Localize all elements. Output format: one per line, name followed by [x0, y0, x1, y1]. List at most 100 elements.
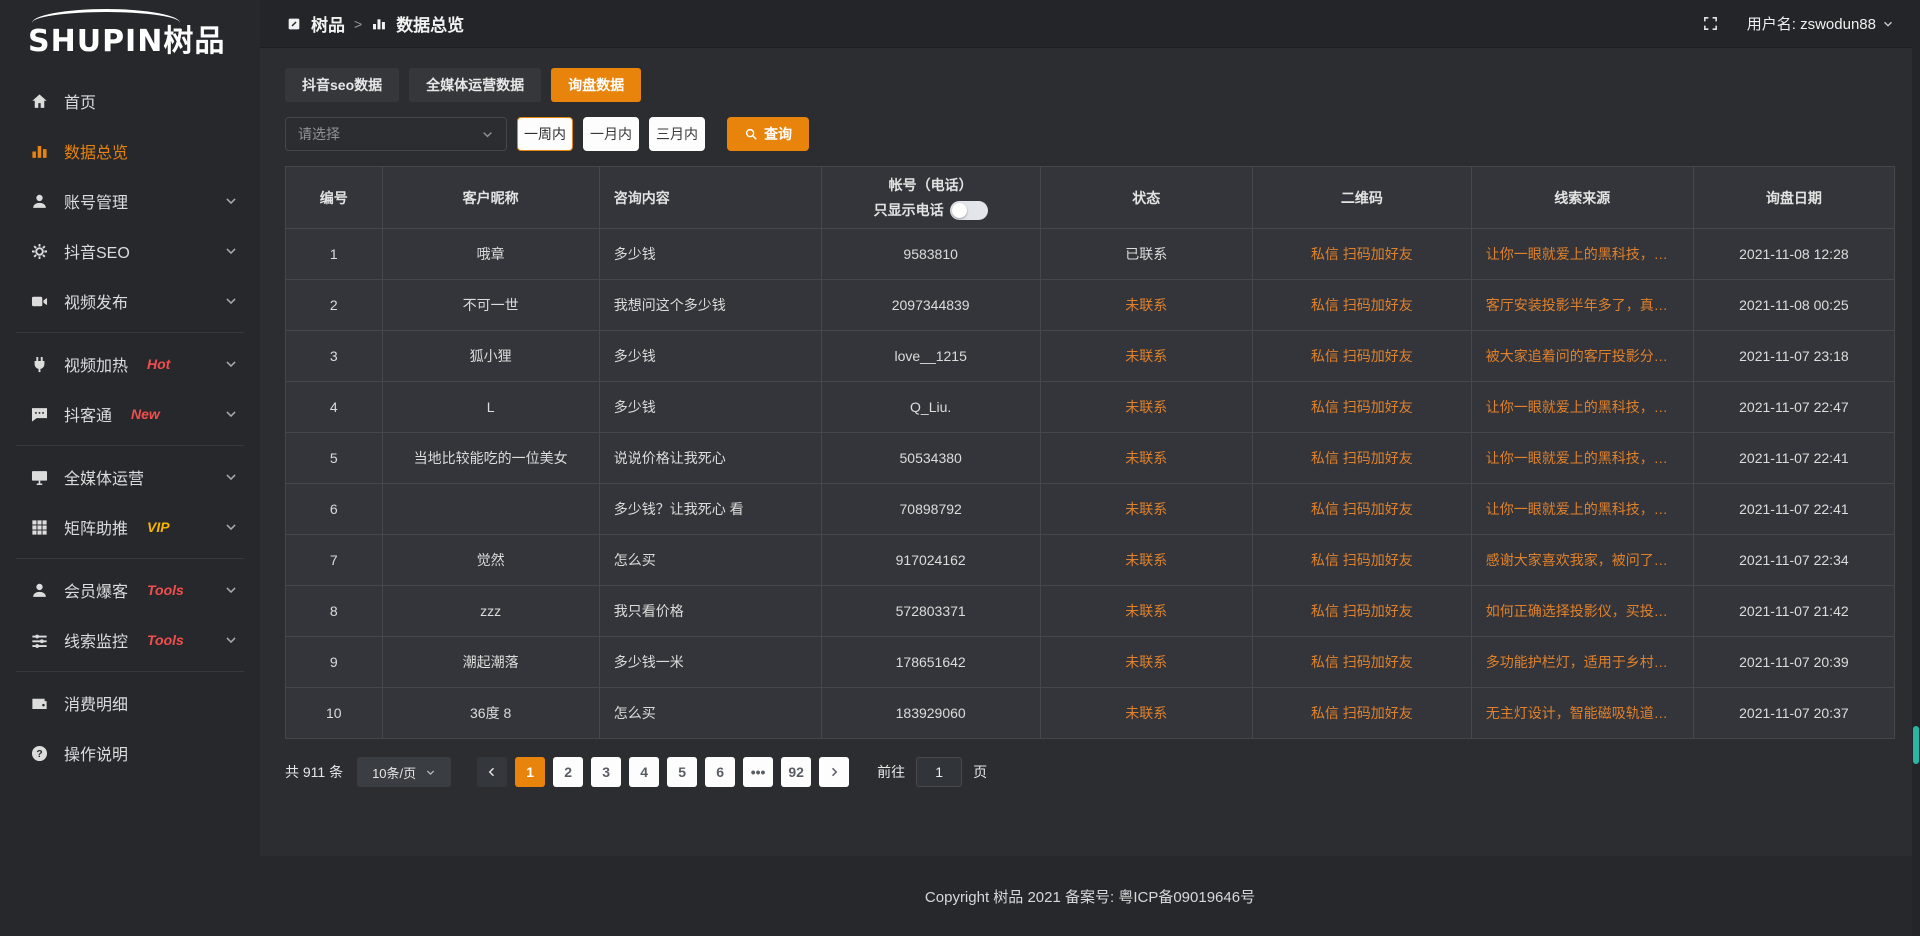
pager-ellipsis[interactable]: •••: [743, 757, 774, 787]
cell-id: 7: [285, 534, 383, 586]
table-row: 8 zzz 我只看价格 572803371 未联系 私信 扫码加好友 如何正确选择投影仪，买…: [285, 585, 1896, 637]
phone-only-toggle[interactable]: [949, 200, 988, 220]
cell-source-link[interactable]: 如何正确选择投影仪，买投影...: [1470, 585, 1694, 637]
goto-page-input[interactable]: [916, 757, 963, 787]
cell-source-link[interactable]: 无主灯设计，智能磁吸轨道灯...: [1470, 687, 1694, 739]
cell-source-link[interactable]: 感谢大家喜欢我家，被问了好...: [1470, 534, 1694, 586]
chevron-down-icon: [224, 583, 238, 597]
cell-status: 未联系: [1039, 432, 1253, 484]
sidebar-item-label: 操作说明: [64, 747, 129, 764]
cell-status: 未联系: [1039, 585, 1253, 637]
breadcrumb-home[interactable]: 树品: [311, 16, 345, 35]
cell-nickname: zzz: [381, 585, 600, 637]
cell-status: 未联系: [1039, 687, 1253, 739]
page-button-5[interactable]: 5: [667, 757, 698, 787]
cell-content: 我想问这个多少钱: [598, 279, 822, 331]
footer: Copyright 树品 2021 备案号: 粤ICP备09019646号: [260, 856, 1920, 936]
table-row: 10 36度 8 怎么买 183929060 未联系 私信 扫码加好友 无主灯设计，智能磁吸…: [285, 687, 1896, 739]
sidebar-item-label: 全媒体运营: [64, 471, 145, 488]
sidebar-item-help[interactable]: ? 操作说明: [0, 728, 260, 778]
sidebar-item-label: 视频加热: [64, 358, 129, 375]
table-row: 6 多少钱？让我死心 看 70898792 未联系 私信 扫码加好友 让你一眼就爱上的黑科…: [285, 483, 1896, 535]
cell-source-link[interactable]: 多功能护栏灯，适用于乡村文...: [1470, 636, 1694, 688]
range-button-一月内[interactable]: 一月内: [583, 117, 639, 151]
tab-抖音seo数据[interactable]: 抖音seo数据: [285, 68, 400, 102]
query-button[interactable]: 查询: [727, 117, 809, 151]
topbar: 树品 > 数据总览 用户名: zswodun88: [260, 0, 1920, 48]
goto-page: 前往 页: [877, 757, 987, 787]
range-button-三月内[interactable]: 三月内: [649, 117, 705, 151]
sidebar-item-badge: Hot: [147, 356, 171, 372]
page-size-select[interactable]: 10条/页: [357, 757, 452, 787]
cell-qrcode-link[interactable]: 私信 扫码加好友: [1251, 534, 1472, 586]
sidebar-item-douyin-seo[interactable]: 抖音SEO: [0, 226, 260, 276]
page-button-92[interactable]: 92: [781, 757, 812, 787]
scrollbar-track[interactable]: [1912, 0, 1920, 936]
page-button-3[interactable]: 3: [591, 757, 622, 787]
sidebar-item-omni-media[interactable]: 全媒体运营: [0, 452, 260, 502]
user-menu[interactable]: 用户名: zswodun88: [1747, 13, 1894, 34]
cell-date: 2021-11-07 22:34: [1692, 534, 1896, 586]
range-buttons: 一周内 一月内 三月内: [507, 117, 705, 151]
column-header: 客户昵称: [381, 166, 600, 229]
filter-select[interactable]: 请选择: [285, 117, 507, 151]
chevron-down-icon: [1882, 18, 1894, 30]
sidebar-item-data-overview[interactable]: 数据总览: [0, 126, 260, 176]
sidebar-item-video-publish[interactable]: 视频发布: [0, 276, 260, 326]
cell-source-link[interactable]: 让你一眼就爱上的黑科技，能...: [1470, 228, 1694, 280]
cell-source-link[interactable]: 让你一眼就爱上的黑科技，能...: [1470, 432, 1694, 484]
chevron-down-icon: [224, 294, 238, 308]
page-button-6[interactable]: 6: [705, 757, 736, 787]
cell-status: 未联系: [1039, 381, 1253, 433]
sidebar-item-label: 账号管理: [64, 195, 129, 212]
chevron-down-icon: [224, 470, 238, 484]
sidebar-item-expense-detail[interactable]: 消费明细: [0, 678, 260, 728]
scrollbar-thumb[interactable]: [1913, 726, 1919, 764]
next-page-button[interactable]: [819, 757, 850, 787]
sidebar-item-clue-monitor[interactable]: 线索监控 Tools: [0, 615, 260, 665]
app-square-icon: [286, 16, 302, 32]
cell-source-link[interactable]: 让你一眼就爱上的黑科技，能...: [1470, 483, 1694, 535]
cell-qrcode-link[interactable]: 私信 扫码加好友: [1251, 279, 1472, 331]
cell-qrcode-link[interactable]: 私信 扫码加好友: [1251, 228, 1472, 280]
prev-page-button[interactable]: [477, 757, 508, 787]
cell-source-link[interactable]: 被大家追着问的客厅投影分享...: [1470, 330, 1694, 382]
cell-qrcode-link[interactable]: 私信 扫码加好友: [1251, 585, 1472, 637]
sidebar-item-douketong[interactable]: 抖客通 New: [0, 389, 260, 439]
sidebar-item-member-baoke[interactable]: 会员爆客 Tools: [0, 565, 260, 615]
sidebar-item-account-manage[interactable]: 账号管理: [0, 176, 260, 226]
sidebar-item-label: 矩阵助推: [64, 521, 129, 538]
cell-source-link[interactable]: 客厅安装投影半年多了，真实...: [1470, 279, 1694, 331]
chevron-down-icon: [224, 244, 238, 258]
page-button-1[interactable]: 1: [515, 757, 546, 787]
chart-icon: [30, 142, 49, 161]
sidebar-item-matrix-boost[interactable]: 矩阵助推 VIP: [0, 502, 260, 552]
phone-toggle-label: 只显示电话: [873, 202, 944, 218]
page-button-4[interactable]: 4: [629, 757, 660, 787]
cell-id: 10: [285, 687, 383, 739]
cell-qrcode-link[interactable]: 私信 扫码加好友: [1251, 483, 1472, 535]
tab-询盘数据[interactable]: 询盘数据: [551, 68, 642, 102]
cell-date: 2021-11-07 22:41: [1692, 483, 1896, 535]
breadcrumb-separator: >: [354, 15, 363, 32]
sidebar-item-video-heat[interactable]: 视频加热 Hot: [0, 339, 260, 389]
tab-全媒体运营数据[interactable]: 全媒体运营数据: [409, 68, 542, 102]
cell-account: 9583810: [820, 228, 1041, 280]
cell-qrcode-link[interactable]: 私信 扫码加好友: [1251, 687, 1472, 739]
table-row: 9 潮起潮落 多少钱一米 178651642 未联系 私信 扫码加好友 多功能护栏灯，适用于…: [285, 636, 1896, 688]
sidebar-item-home[interactable]: 首页: [0, 76, 260, 126]
page-button-2[interactable]: 2: [553, 757, 584, 787]
cell-account: Q_Liu.: [820, 381, 1041, 433]
monitor-icon: [30, 468, 49, 487]
fullscreen-icon[interactable]: [1702, 15, 1719, 32]
range-button-一周内[interactable]: 一周内: [517, 117, 573, 151]
cell-qrcode-link[interactable]: 私信 扫码加好友: [1251, 636, 1472, 688]
cell-account: 572803371: [820, 585, 1041, 637]
copyright-text: Copyright 树品 2021 备案号: 粤ICP备09019646号: [924, 888, 1256, 906]
cell-source-link[interactable]: 让你一眼就爱上的黑科技，能...: [1470, 381, 1694, 433]
cell-qrcode-link[interactable]: 私信 扫码加好友: [1251, 381, 1472, 433]
cell-qrcode-link[interactable]: 私信 扫码加好友: [1251, 330, 1472, 382]
cell-qrcode-link[interactable]: 私信 扫码加好友: [1251, 432, 1472, 484]
cell-content: 多少钱？让我死心 看: [598, 483, 822, 535]
app-logo: SHUPIN树品: [0, 0, 260, 70]
